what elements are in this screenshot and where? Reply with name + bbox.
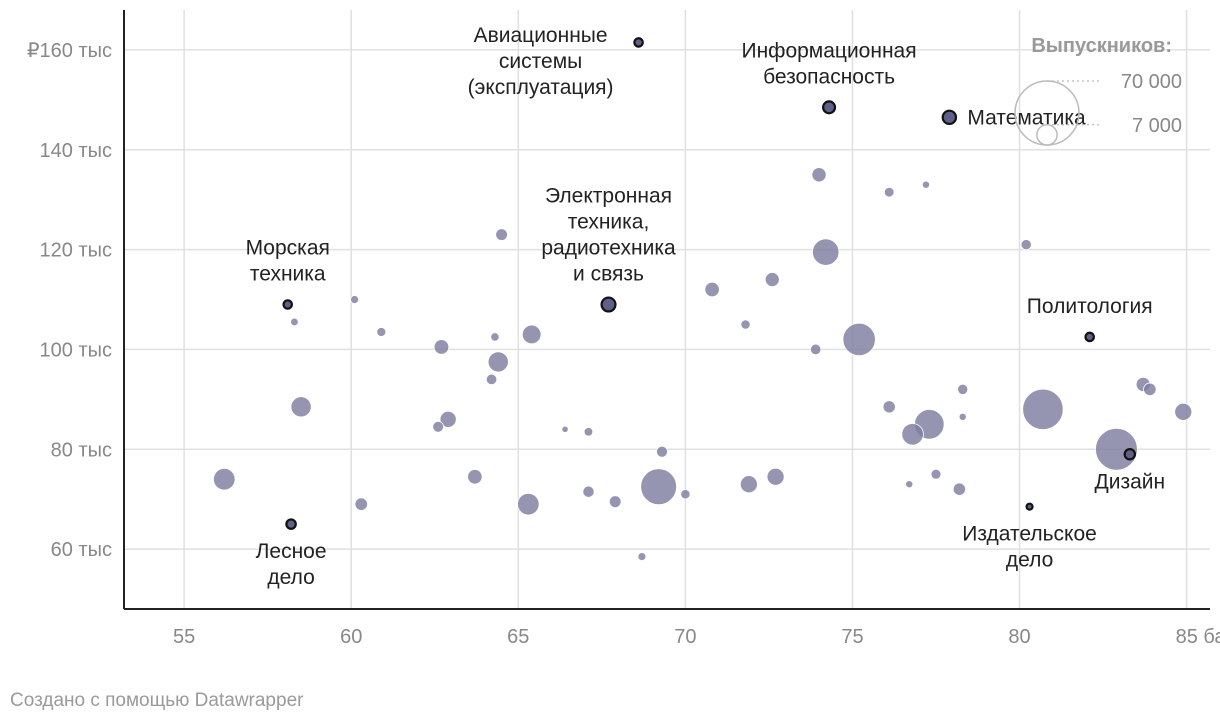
- highlighted-data-point: [285, 518, 297, 530]
- point-annotation-label: Морская: [246, 237, 330, 260]
- data-point: [812, 238, 840, 266]
- x-tick-label: 65: [507, 626, 529, 648]
- data-point: [811, 167, 827, 183]
- point-annotation-label: техника,: [568, 211, 650, 234]
- size-legend-title: Выпускников:: [1031, 35, 1172, 57]
- data-point: [1143, 382, 1157, 397]
- data-point: [905, 480, 914, 489]
- data-point: [213, 467, 236, 491]
- data-point: [432, 420, 444, 433]
- footer-credit[interactable]: Создано с помощью Datawrapper: [10, 690, 304, 711]
- data-point: [608, 495, 622, 509]
- point-annotation-label: дело: [267, 566, 314, 589]
- point-annotation-label: Лесное: [256, 540, 327, 563]
- point-annotation-label: Издательское: [962, 523, 1097, 546]
- data-point: [958, 412, 967, 421]
- highlighted-data-point: [1123, 448, 1137, 461]
- point-annotation-label: Математика: [967, 106, 1086, 129]
- highlighted-data-point: [600, 296, 617, 313]
- x-tick-label: 60: [340, 626, 362, 648]
- y-tick-label: 100 тыс: [40, 339, 112, 361]
- data-point: [704, 281, 720, 298]
- point-annotation-label: безопасность: [763, 65, 895, 88]
- highlighted-data-point: [1025, 502, 1034, 511]
- point-annotation-label: Электронная: [545, 185, 672, 208]
- x-tick-label: 55: [173, 626, 195, 648]
- x-tick-label: 80: [1008, 626, 1030, 648]
- x-tick-label: 75: [841, 626, 863, 648]
- data-point: [882, 400, 896, 414]
- size-legend-label: 7 000: [1132, 115, 1182, 137]
- point-annotation-label: и связь: [573, 263, 644, 286]
- point-annotation-label: Политология: [1027, 295, 1153, 318]
- data-point: [350, 295, 359, 304]
- data-point: [354, 497, 368, 511]
- point-annotation-label: Информационная: [741, 39, 916, 62]
- x-tick-label: 85 баллов: [1176, 626, 1220, 648]
- data-point: [766, 467, 785, 486]
- y-tick-label: 80 тыс: [51, 439, 112, 461]
- point-annotation-label: системы: [499, 50, 582, 73]
- highlighted-data-point: [822, 100, 837, 115]
- data-point: [561, 425, 569, 433]
- data-point: [376, 327, 387, 337]
- data-point: [680, 489, 691, 500]
- point-annotation-label: дело: [1006, 549, 1053, 572]
- data-point: [957, 383, 969, 395]
- data-point: [582, 485, 595, 498]
- data-point: [1020, 239, 1032, 251]
- y-tick-label: 60 тыс: [51, 539, 112, 561]
- data-point: [487, 351, 509, 373]
- highlighted-data-point: [1084, 331, 1095, 343]
- data-point: [656, 445, 668, 458]
- data-point: [290, 396, 312, 418]
- data-point: [485, 373, 498, 386]
- data-point: [1022, 388, 1064, 430]
- size-legend-label: 70 000: [1121, 71, 1182, 93]
- point-annotation-label: (эксплуатация): [468, 76, 614, 99]
- point-annotation-label: Дизайн: [1095, 470, 1166, 493]
- data-point: [433, 339, 450, 355]
- y-tick-label: 120 тыс: [40, 240, 112, 262]
- highlighted-data-point: [941, 109, 958, 126]
- data-point: [583, 427, 594, 437]
- data-point: [439, 410, 457, 428]
- data-point: [495, 228, 508, 241]
- point-annotation-label: Авиационные: [474, 24, 608, 47]
- point-annotation-label: техника: [250, 263, 326, 286]
- x-tick-label: 70: [674, 626, 696, 648]
- data-point: [952, 482, 966, 496]
- data-point: [467, 469, 483, 485]
- data-point: [740, 319, 751, 330]
- data-point: [521, 324, 542, 345]
- data-point: [1174, 402, 1193, 421]
- data-point: [739, 475, 758, 494]
- data-point: [930, 468, 942, 480]
- data-point: [901, 423, 924, 446]
- data-point: [764, 272, 780, 288]
- data-point: [921, 180, 930, 189]
- y-tick-label: 140 тыс: [40, 140, 112, 162]
- data-point: [637, 552, 647, 561]
- data-point: [290, 317, 299, 327]
- data-point: [490, 332, 500, 342]
- highlighted-data-point: [633, 37, 644, 48]
- y-tick-label: ₽160 тыс: [27, 40, 112, 62]
- highlighted-data-point: [282, 299, 294, 310]
- data-point: [810, 343, 822, 356]
- data-point: [842, 322, 876, 357]
- data-point: [517, 492, 540, 516]
- point-annotation-label: радиотехника: [541, 237, 676, 260]
- data-point: [883, 186, 895, 198]
- data-point: [640, 468, 677, 506]
